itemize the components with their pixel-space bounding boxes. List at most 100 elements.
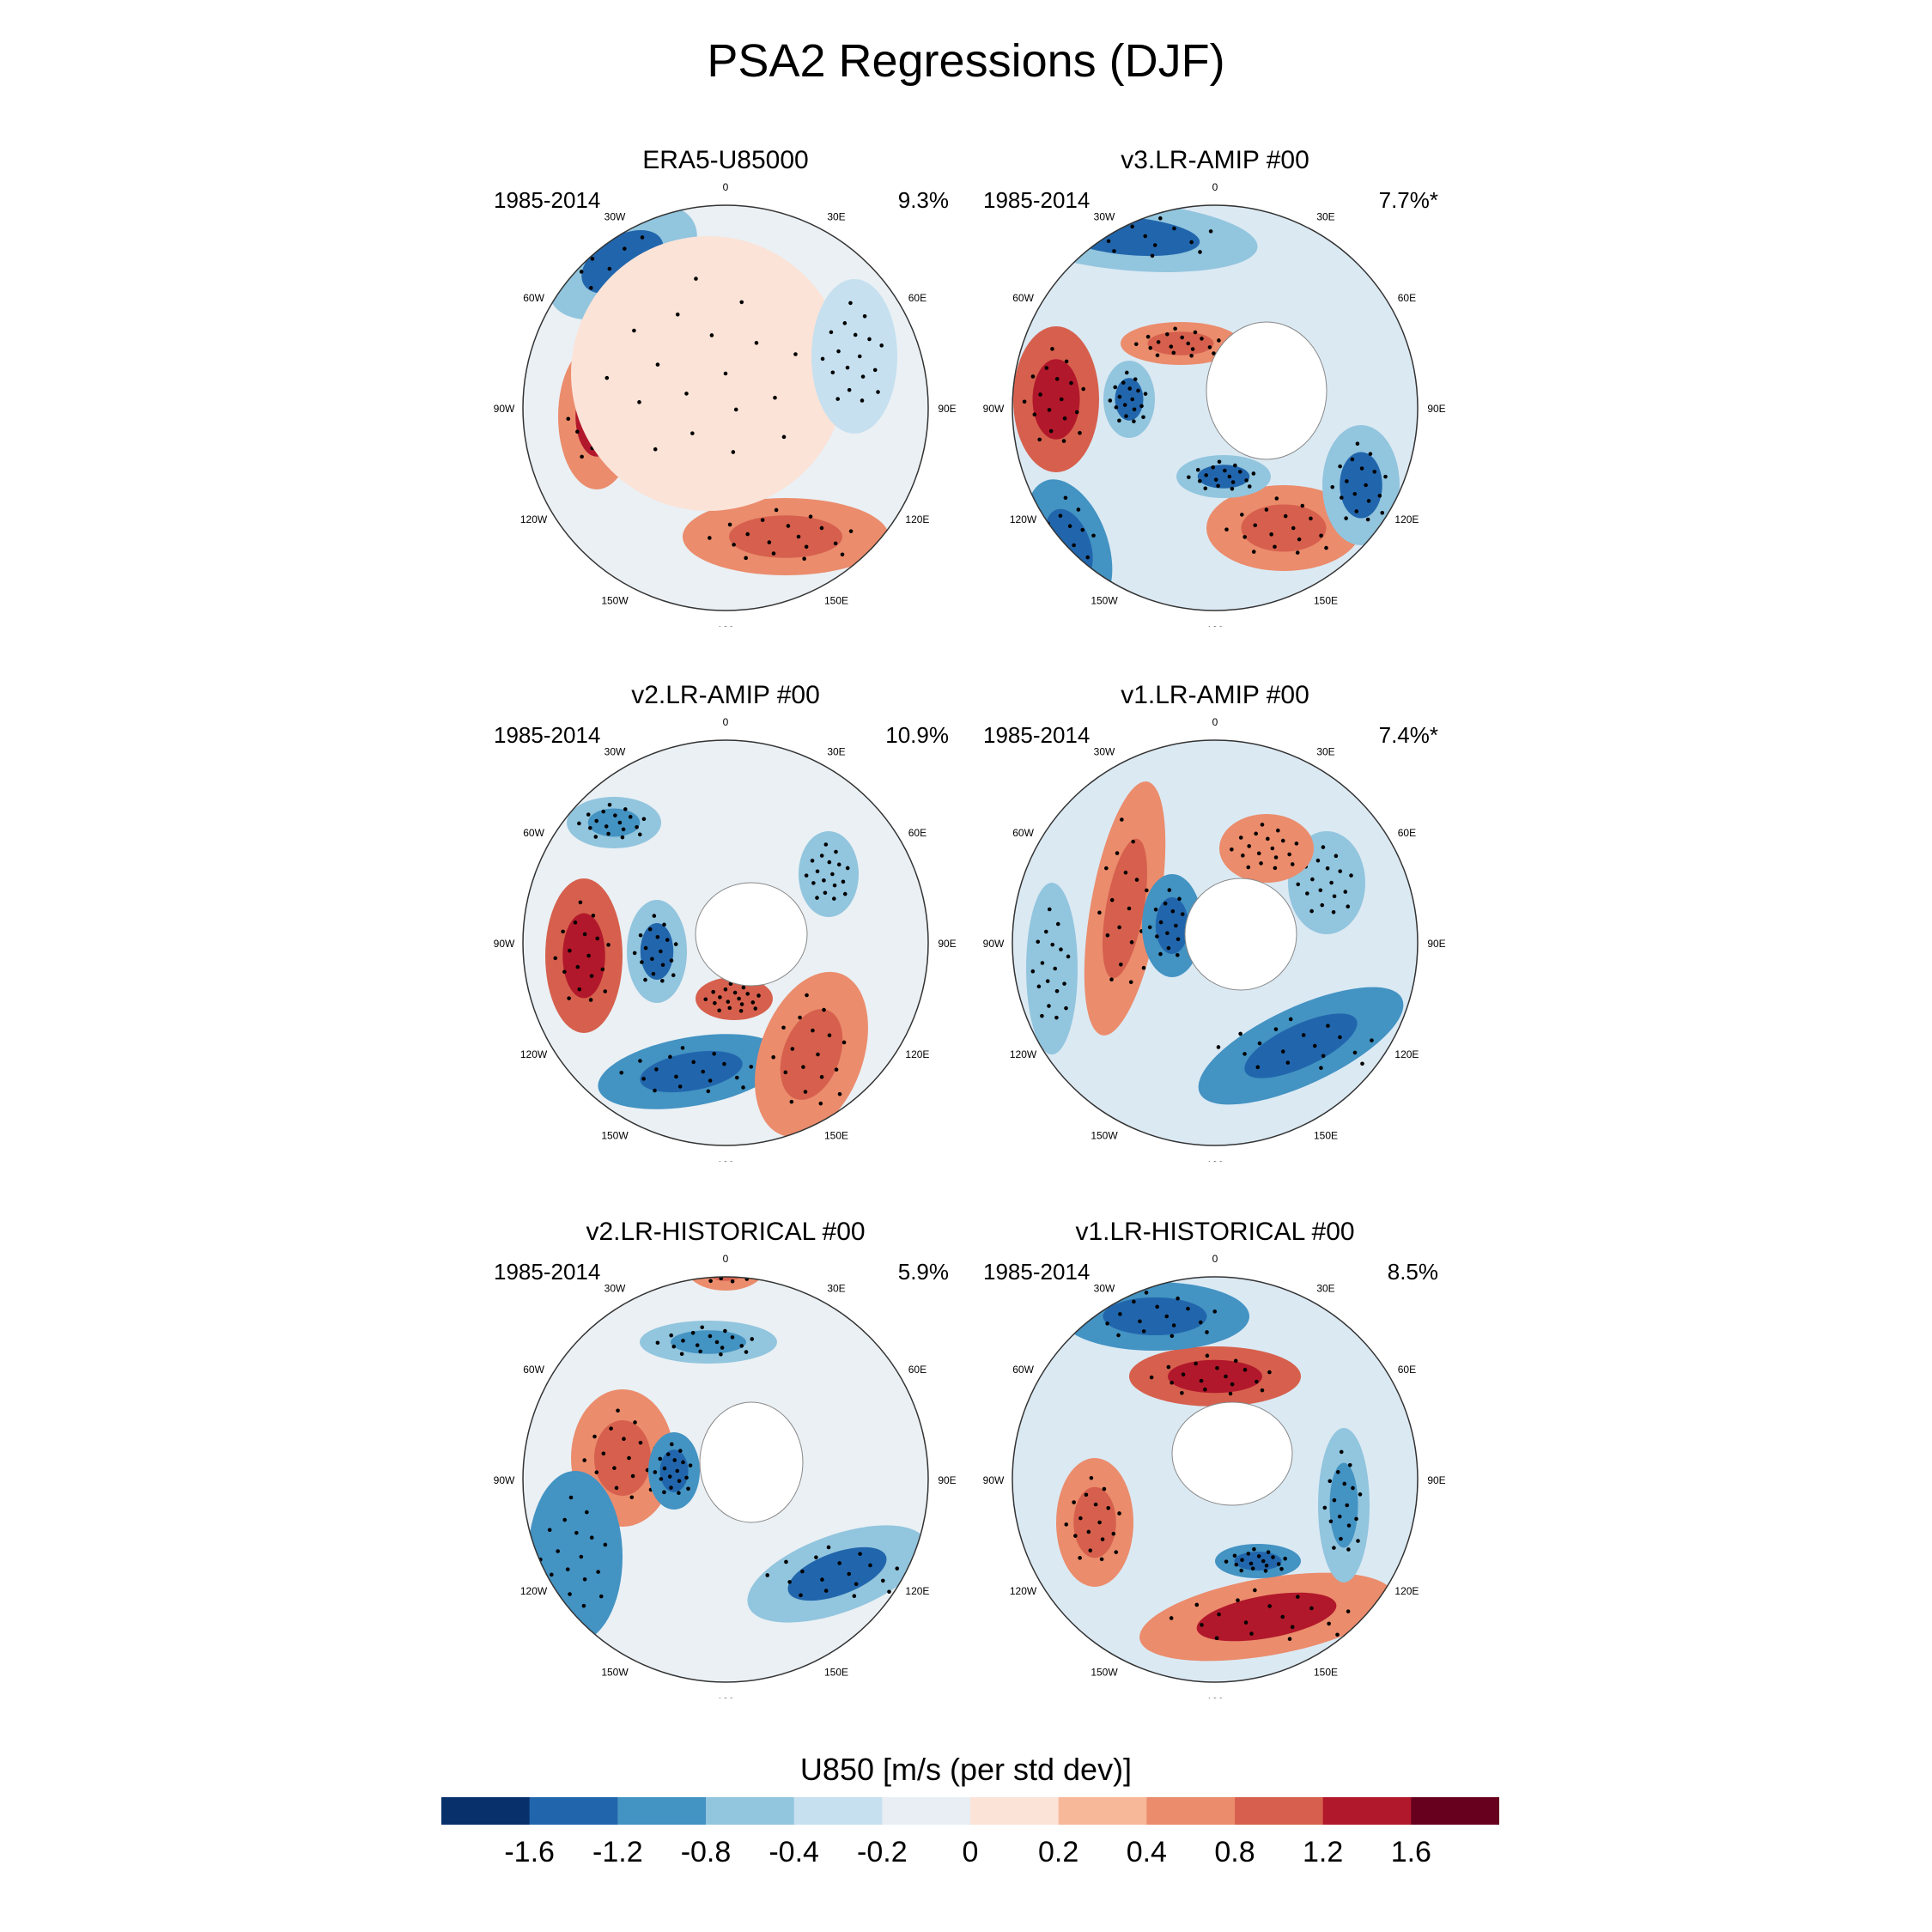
significance-dot [1198, 478, 1202, 483]
significance-dot [816, 1052, 820, 1057]
significance-dot [808, 514, 813, 519]
significance-dot [677, 1491, 681, 1496]
anomaly-core [713, 987, 756, 1011]
longitude-label: 150W [1091, 1666, 1118, 1678]
significance-dot [1198, 1320, 1203, 1325]
significance-dot [793, 352, 798, 356]
significance-dot [1067, 524, 1072, 529]
longitude-label: 90W [494, 1474, 515, 1486]
significance-dot [1253, 1588, 1257, 1593]
anomaly-core [1032, 359, 1080, 440]
significance-dot [619, 1070, 624, 1075]
panel-period: 1985-2014 [983, 187, 1091, 213]
significance-dot [686, 1486, 690, 1492]
significance-dot [1213, 477, 1218, 482]
significance-dot [820, 1577, 824, 1582]
colorbar-segment [1058, 1797, 1147, 1825]
significance-dot [669, 1442, 674, 1447]
significance-dot [655, 1340, 660, 1346]
significance-dot [1138, 1319, 1142, 1324]
significance-dot [1085, 555, 1091, 560]
figure-title: PSA2 Regressions (DJF) [707, 35, 1225, 87]
significance-dot [1217, 1612, 1221, 1617]
significance-dot [1078, 1556, 1082, 1560]
significance-dot [1337, 1514, 1342, 1519]
significance-dot [694, 276, 698, 281]
significance-dot [1030, 374, 1036, 379]
longitude-label: 60W [523, 827, 544, 839]
significance-dot [1064, 1005, 1068, 1011]
longitude-label: 120W [520, 1048, 548, 1060]
significance-dot [1064, 359, 1069, 364]
significance-dot [1309, 1606, 1314, 1611]
significance-dot [1205, 1353, 1210, 1358]
significance-dot [1366, 499, 1371, 503]
significance-dot [1287, 852, 1291, 857]
anomaly-core [1240, 829, 1293, 867]
significance-dot [1200, 337, 1204, 341]
significance-dot [722, 1061, 726, 1066]
significance-dot [1234, 1562, 1239, 1567]
significance-dot [876, 390, 880, 394]
longitude-label: 30W [605, 211, 626, 223]
significance-dot [589, 974, 594, 978]
significance-dot [1123, 870, 1128, 875]
significance-dot [1255, 1065, 1261, 1070]
significance-dot [1132, 1299, 1136, 1304]
significance-dot [1251, 550, 1256, 554]
significance-dot [872, 368, 878, 373]
significance-dot [836, 349, 841, 354]
significance-dot [1130, 397, 1135, 402]
colorbar-tick-label: 0.4 [1126, 1836, 1167, 1868]
significance-dot [704, 1272, 708, 1276]
significance-dot [1332, 894, 1337, 899]
significance-dot [1271, 1555, 1275, 1559]
longitude-label: 60W [1012, 292, 1034, 304]
longitude-label: 60E [908, 1364, 927, 1376]
significance-dot [1180, 912, 1185, 916]
significance-dot [1246, 865, 1251, 870]
significance-dot [1105, 933, 1110, 938]
significance-dot [868, 1563, 872, 1568]
significance-dot [568, 1495, 574, 1500]
longitude-label: 30E [1316, 746, 1334, 758]
significance-dot [1346, 1523, 1352, 1528]
significance-dot [603, 1542, 608, 1547]
significance-dot [601, 1451, 606, 1456]
panel-variance-percent: 8.5% [1387, 1259, 1438, 1285]
significance-dot [1031, 234, 1036, 240]
significance-dot [1084, 1492, 1089, 1498]
significance-dot [617, 820, 623, 825]
colorbar-segment [970, 1797, 1060, 1825]
significance-dot [1241, 854, 1245, 858]
significance-dot [665, 1452, 671, 1456]
significance-dot [604, 824, 609, 829]
significance-dot [609, 1426, 613, 1431]
significance-dot [1359, 466, 1364, 471]
significance-dot [1256, 851, 1261, 856]
significance-dot [623, 246, 627, 251]
significance-dot [1326, 1024, 1330, 1028]
significance-dot [660, 963, 665, 968]
significance-dot [1124, 370, 1129, 375]
significance-dot [643, 977, 647, 982]
significance-dot [1088, 1548, 1093, 1552]
antarctica-missing-data [1171, 1401, 1293, 1506]
significance-dot [1055, 921, 1060, 927]
significance-dot [804, 544, 809, 550]
significance-dot [1127, 386, 1133, 391]
significance-dot [638, 1440, 643, 1445]
significance-dot [1243, 1620, 1249, 1625]
significance-dot [1190, 347, 1195, 351]
significance-dot [857, 354, 862, 359]
significance-dot [1045, 979, 1050, 983]
significance-dot [767, 540, 772, 544]
longitude-label: 60E [908, 292, 927, 304]
significance-dot [1259, 861, 1263, 866]
significance-dot [744, 1350, 749, 1354]
significance-dot [726, 999, 731, 1004]
significance-dot [715, 1258, 720, 1262]
panel-period: 1985-2014 [983, 1259, 1091, 1285]
significance-dot [662, 1466, 667, 1471]
significance-dot [1339, 1449, 1344, 1455]
